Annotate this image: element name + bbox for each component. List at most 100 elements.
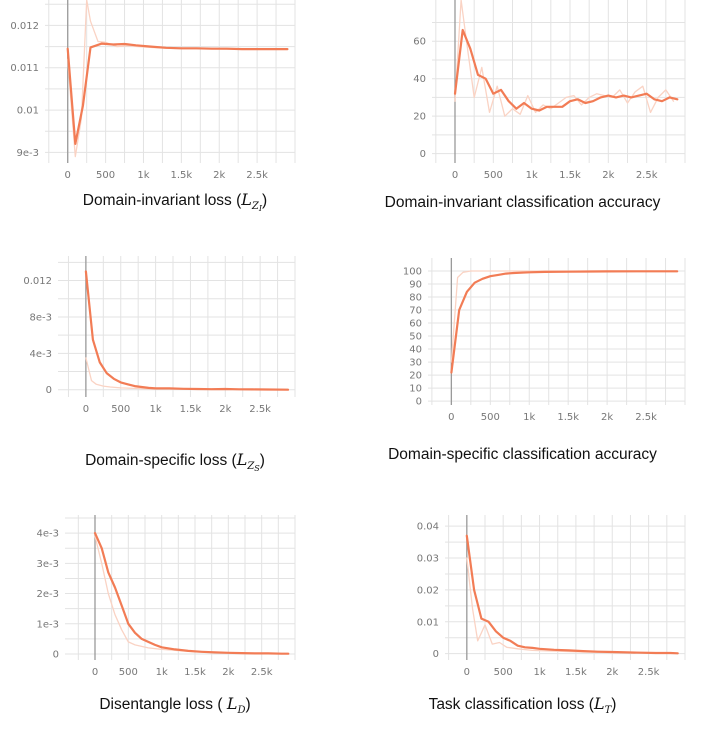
chart-zs-acc: 0 10 20 30 40 50 60 70 80 90 100 0 500 1k 1.5k 2k 2.5k — [403, 258, 686, 423]
x-tick-label: 1k — [533, 667, 545, 678]
y-tick-label: 20 — [413, 112, 426, 123]
y-tick-label: 4e-3 — [37, 529, 60, 540]
y-tick-label: 80 — [409, 293, 422, 304]
y-tick-label: 0 — [416, 397, 422, 408]
x-tick-label: 1.5k — [559, 170, 581, 181]
x-tick-label: 2k — [606, 667, 618, 678]
y-tick-label: 0.011 — [10, 63, 39, 74]
y-tick-label: 40 — [409, 345, 422, 356]
x-tick-label: 500 — [484, 170, 503, 181]
x-tick-label: 1k — [523, 412, 535, 423]
caption-end: ) — [245, 696, 251, 713]
y-tick-label: 9e-3 — [17, 148, 40, 159]
caption-zi-loss: Domain-invariant loss (LZI) — [10, 190, 340, 213]
x-tick-label: 1.5k — [180, 404, 202, 415]
y-tick-label: 0 — [433, 649, 439, 660]
series-line-raw — [454, 0, 675, 117]
x-tick-label: 2.5k — [249, 404, 271, 415]
x-tick-label: 2k — [213, 170, 225, 181]
grid-horizontal — [432, 21, 685, 155]
x-tick-label: 1.5k — [184, 667, 206, 678]
x-tick-label: 0 — [83, 404, 89, 415]
caption-zs-loss: Domain-specific loss (LZS) — [10, 450, 340, 473]
x-tick-label: 1k — [150, 404, 162, 415]
x-tick-label: 2.5k — [635, 412, 657, 423]
y-tick-label: 3e-3 — [37, 559, 60, 570]
chart-zi-acc: 0 20 40 60 0 500 1k 1.5k 2k 2.5k — [413, 0, 686, 181]
caption-end: ) — [259, 452, 265, 469]
x-tick-label: 2.5k — [638, 667, 660, 678]
caption-text: Domain-invariant loss ( — [82, 192, 242, 209]
caption-d-loss: Disentangle loss ( LD) — [10, 694, 340, 716]
caption-text: Disentangle loss ( — [99, 696, 227, 713]
y-tick-label: 0 — [420, 149, 426, 160]
x-tick-label: 2.5k — [636, 170, 658, 181]
y-tick-label: 0.02 — [417, 585, 439, 596]
x-tick-label: 500 — [96, 170, 115, 181]
y-tick-label: 40 — [413, 74, 426, 85]
x-tick-label: 1k — [137, 170, 149, 181]
chart-zs-loss: 0 4e-3 8e-3 0.012 0 500 1k 1.5k 2k 2.5k — [23, 256, 296, 415]
y-tick-label: 0.012 — [23, 276, 52, 287]
y-tick-label: 0 — [53, 649, 59, 660]
x-tick-label: 2k — [219, 404, 231, 415]
series-line-smoothed — [465, 534, 679, 655]
x-tick-label: 2k — [601, 412, 613, 423]
grid-horizontal — [58, 261, 295, 391]
x-tick-label: 1.5k — [565, 667, 587, 678]
series-line-raw — [94, 535, 289, 655]
y-tick-label: 30 — [409, 358, 422, 369]
x-tick-label: 500 — [119, 667, 138, 678]
caption-math: LZS — [236, 450, 260, 473]
caption-t-loss: Task classification loss (LT) — [350, 694, 695, 716]
y-tick-label: 60 — [413, 37, 426, 48]
y-tick-label: 50 — [409, 332, 422, 343]
caption-text: Domain-specific loss ( — [85, 452, 237, 469]
chart-zi-loss: 9e-3 0.01 0.011 0.012 0 500 1k 1.5k 2k 2.5k — [10, 0, 296, 181]
caption-zs-acc: Domain-specific classification accuracy — [350, 446, 695, 464]
chart-panel-zi-acc: 0 20 40 60 0 500 1k 1.5k 2k 2.5k — [360, 0, 690, 181]
grid-horizontal — [445, 525, 685, 655]
x-tick-label: 0 — [65, 170, 71, 181]
x-tick-label: 2.5k — [246, 170, 268, 181]
series-line-raw — [67, 0, 289, 158]
caption-end: ) — [611, 696, 617, 713]
caption-math: LD — [226, 694, 246, 716]
x-tick-label: 0 — [448, 412, 454, 423]
x-tick-label: 1k — [156, 667, 168, 678]
x-tick-label: 500 — [111, 404, 130, 415]
grid-vertical — [435, 0, 686, 163]
y-tick-label: 20 — [409, 371, 422, 382]
y-tick-label: 60 — [409, 319, 422, 330]
y-tick-label: 0.03 — [417, 554, 439, 565]
y-tick-label: 2e-3 — [37, 589, 60, 600]
grid-vertical — [448, 515, 686, 660]
y-tick-label: 1e-3 — [37, 619, 60, 630]
x-tick-label: 2k — [602, 170, 614, 181]
x-tick-label: 2.5k — [251, 667, 273, 678]
x-tick-label: 500 — [481, 412, 500, 423]
y-tick-label: 100 — [403, 267, 422, 278]
caption-math: LT — [593, 694, 612, 716]
series-line-smoothed — [453, 28, 679, 112]
y-tick-label: 0.012 — [10, 21, 39, 32]
grid-vertical — [77, 515, 296, 660]
series-line-raw — [450, 270, 678, 363]
x-tick-label: 1k — [526, 170, 538, 181]
chart-panel-zs-loss: 0 4e-3 8e-3 0.012 0 500 1k 1.5k 2k 2.5k — [0, 250, 300, 415]
y-tick-label: 10 — [409, 384, 422, 395]
chart-panel-zi-loss: 9e-3 0.01 0.011 0.012 0 500 1k 1.5k 2k 2.5k — [0, 0, 300, 181]
series-line-smoothed — [66, 42, 289, 145]
y-tick-label: 0.01 — [417, 617, 439, 628]
series-line-raw — [85, 357, 289, 391]
y-tick-label: 90 — [409, 280, 422, 291]
caption-text: Task classification loss ( — [428, 696, 594, 713]
x-tick-label: 0 — [452, 170, 458, 181]
caption-math: LZI — [241, 190, 263, 213]
grid-vertical — [67, 256, 296, 397]
series-line-smoothed — [450, 270, 679, 374]
caption-zi-acc: Domain-invariant classification accuracy — [350, 194, 695, 212]
y-tick-label: 70 — [409, 306, 422, 317]
x-tick-label: 1.5k — [171, 170, 193, 181]
y-tick-label: 4e-3 — [30, 349, 53, 360]
